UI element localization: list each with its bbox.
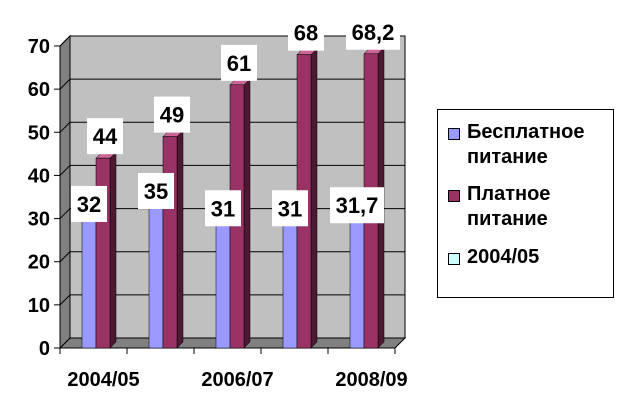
legend-item-2004-05: 2004/05 (448, 245, 617, 270)
y-tick-label: 50 (28, 122, 50, 144)
bar-series1 (215, 214, 231, 349)
legend-item-free-meals: Бесплатное питание (448, 120, 617, 170)
data-label: 35 (144, 179, 168, 204)
gridline-side (59, 78, 71, 90)
bar-series2-side (310, 48, 318, 349)
data-label: 31 (278, 196, 302, 221)
bar-series2 (162, 136, 178, 349)
data-label-bg (288, 14, 324, 51)
data-label: 61 (227, 51, 251, 76)
data-label: 31,7 (336, 193, 379, 218)
y-tick-label: 20 (28, 252, 50, 274)
gridline-side (59, 208, 71, 219)
y-tick-label: 10 (28, 295, 50, 317)
x-tick-label: 2004/05 (67, 369, 139, 391)
data-label-bg (87, 118, 123, 155)
data-label-bg (71, 185, 107, 222)
data-label-bg (330, 187, 384, 224)
bar-series1 (282, 214, 298, 349)
y-tick-label: 30 (28, 209, 50, 231)
gridline-side (59, 251, 71, 263)
data-label: 32 (77, 192, 101, 217)
x-tick-label: 2006/07 (201, 369, 273, 391)
plot-side-wall (59, 34, 71, 350)
y-tick-label: 60 (28, 79, 50, 101)
legend-label-paid-meals: Платное питание (467, 183, 551, 230)
gridline-side (59, 121, 71, 133)
legend-label-2004-05: 2004/05 (467, 246, 540, 268)
bar-series2-side (109, 151, 117, 349)
y-tick-label: 0 (39, 338, 50, 360)
gridline-side (59, 35, 71, 47)
legend-swatch-paid-meals (448, 190, 460, 202)
data-label-bg (221, 44, 257, 81)
data-label: 44 (93, 124, 118, 149)
bar-series1 (349, 210, 365, 349)
legend-item-paid-meals: Платное питание (448, 182, 617, 232)
chart-legend: Бесплатное питание Платное питание 2004/… (437, 109, 614, 298)
legend-swatch-free-meals (448, 128, 460, 140)
bar-series1 (81, 209, 97, 349)
data-label: 31 (211, 196, 235, 221)
bar-series2-side (243, 78, 251, 349)
y-tick-label: 40 (28, 165, 50, 187)
data-label-bg (205, 190, 241, 227)
data-label: 68 (294, 21, 318, 46)
legend-swatch-2004-05 (448, 253, 460, 265)
data-label-bg (138, 173, 174, 209)
x-tick-label: 2008/09 (335, 369, 407, 391)
data-label-bg (272, 190, 308, 227)
data-label-bg (346, 13, 400, 50)
gridline-side (59, 165, 71, 176)
bar-series1 (148, 196, 164, 349)
data-label: 49 (160, 103, 184, 128)
data-label-bg (154, 96, 190, 133)
y-tick-label: 70 (28, 36, 50, 58)
legend-label-free-meals: Бесплатное питание (467, 121, 585, 168)
bar-series2-side (176, 129, 184, 349)
data-label: 68,2 (352, 20, 395, 45)
gridline-side (59, 294, 71, 306)
